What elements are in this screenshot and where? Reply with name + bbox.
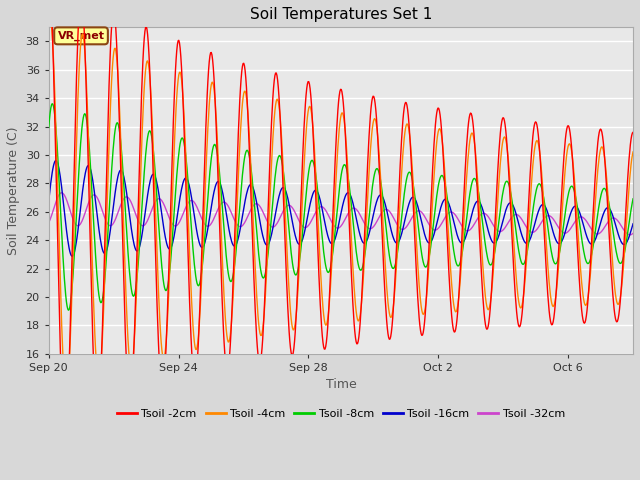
Title: Soil Temperatures Set 1: Soil Temperatures Set 1 [250,7,432,22]
Legend: Tsoil -2cm, Tsoil -4cm, Tsoil -8cm, Tsoil -16cm, Tsoil -32cm: Tsoil -2cm, Tsoil -4cm, Tsoil -8cm, Tsoi… [113,405,570,424]
X-axis label: Time: Time [326,378,356,391]
Text: VR_met: VR_met [58,31,104,41]
Y-axis label: Soil Temperature (C): Soil Temperature (C) [7,126,20,255]
